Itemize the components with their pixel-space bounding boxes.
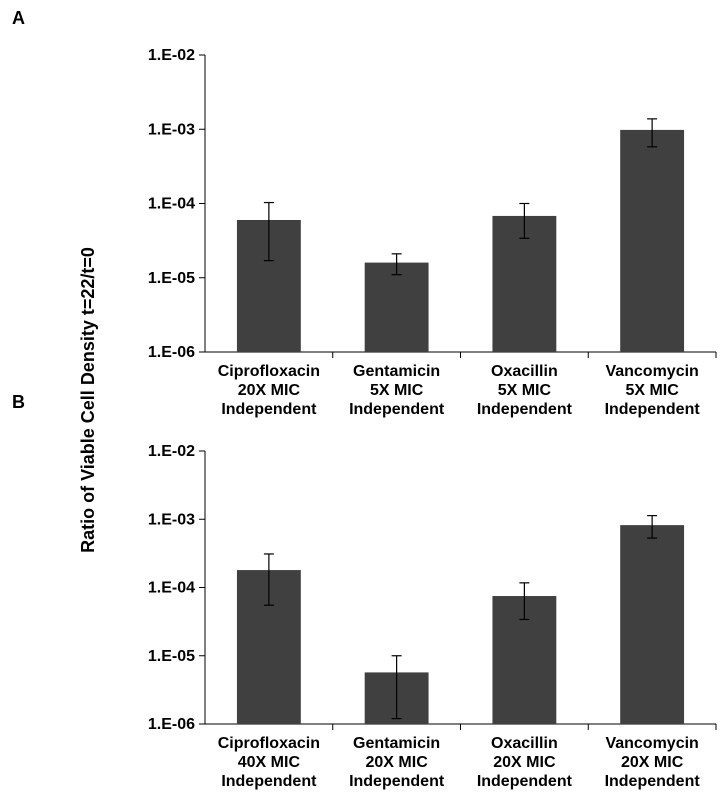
x-category-label: Gentamicin 20X MIC Independent <box>349 735 445 790</box>
y-tick-label: 1.E-02 <box>148 47 195 64</box>
x-category-label-line: 20X MIC <box>366 754 429 771</box>
x-category-label-line: Independent <box>477 773 573 790</box>
x-category-label-line: Gentamicin <box>353 735 440 752</box>
x-category-label-line: Gentamicin <box>353 363 440 380</box>
x-category-label: Gentamicin 5X MIC Independent <box>349 363 445 418</box>
x-category-label-line: Independent <box>221 773 317 790</box>
x-category-label-line: 20X MIC <box>238 382 301 399</box>
y-tick-label: 1.E-05 <box>148 648 195 665</box>
x-category-label-line: Vancomycin <box>605 363 698 380</box>
x-category-label-line: Independent <box>477 401 573 418</box>
panel-b-chart: B 1.E-02 1.E-03 1.E-04 1.E-05 1.E-06 Ciproflox… <box>12 392 717 790</box>
x-category-label-line: Ciprofloxacin <box>218 735 320 752</box>
x-category-label: Oxacillin 20X MIC Independent <box>477 735 573 790</box>
bar <box>620 129 685 352</box>
x-category-label-line: Independent <box>349 401 445 418</box>
x-category-label-line: 40X MIC <box>238 754 301 771</box>
x-category-label-line: Independent <box>349 773 445 790</box>
x-category-label-line: Vancomycin <box>605 735 698 752</box>
x-category-label: Ciprofloxacin 40X MIC Independent <box>218 735 320 790</box>
y-tick-label: 1.E-03 <box>148 511 195 528</box>
y-tick-label: 1.E-06 <box>148 344 195 361</box>
x-category-label-line: Oxacillin <box>491 363 558 380</box>
y-tick-label: 1.E-02 <box>148 443 195 460</box>
x-category-label: Oxacillin 5X MIC Independent <box>477 363 573 418</box>
x-category-label-line: 20X MIC <box>621 754 684 771</box>
panel-a-chart: A 1.E-02 1.E-03 1.E-04 1.E-05 1.E-06 Ciproflox… <box>12 8 717 418</box>
y-tick-label: 1.E-04 <box>148 196 195 213</box>
panel-label: B <box>12 392 25 412</box>
y-tick-label: 1.E-04 <box>148 580 195 597</box>
y-tick-label: 1.E-03 <box>148 121 195 138</box>
bar <box>620 525 685 724</box>
y-tick-label: 1.E-06 <box>148 716 195 733</box>
x-category-label: Vancomycin 5X MIC Independent <box>605 363 701 418</box>
x-category-label-line: Oxacillin <box>491 735 558 752</box>
x-category-label-line: 5X MIC <box>370 382 424 399</box>
x-category-label-line: Ciprofloxacin <box>218 363 320 380</box>
x-category-label-line: Independent <box>221 401 317 418</box>
y-axis-label: Ratio of Viable Cell Density t=22/t=0 <box>78 247 98 553</box>
x-category-label-line: 5X MIC <box>498 382 552 399</box>
x-category-label-line: Independent <box>605 401 701 418</box>
panel-label: A <box>12 8 25 28</box>
x-category-label: Ciprofloxacin 20X MIC Independent <box>218 363 320 418</box>
x-category-label-line: Independent <box>605 773 701 790</box>
x-category-label: Vancomycin 20X MIC Independent <box>605 735 701 790</box>
y-tick-label: 1.E-05 <box>148 270 195 287</box>
x-category-label-line: 20X MIC <box>493 754 556 771</box>
bar <box>364 262 429 352</box>
x-category-label-line: 5X MIC <box>625 382 679 399</box>
